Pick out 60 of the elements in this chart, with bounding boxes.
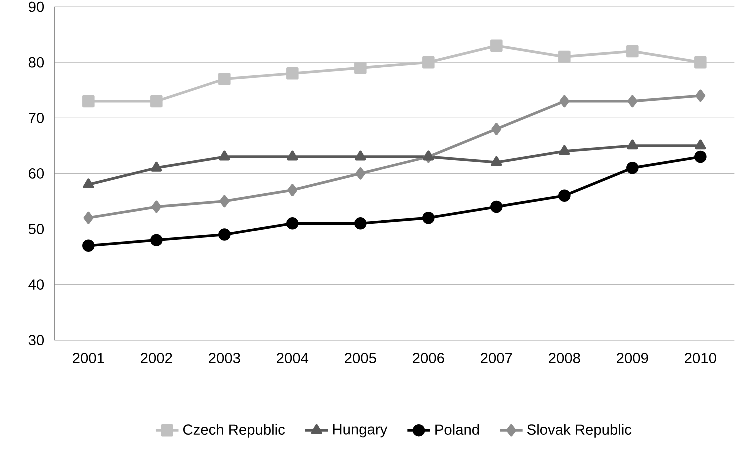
x-tick-label: 2010	[685, 353, 716, 364]
point	[354, 62, 367, 74]
point	[695, 140, 706, 150]
y-tick-label: 40	[28, 280, 44, 290]
point	[626, 45, 639, 58]
x-tick-label: 2009	[617, 353, 648, 364]
x-tick-label: 2008	[549, 353, 580, 364]
point	[150, 234, 163, 246]
point	[628, 95, 638, 108]
point	[287, 150, 298, 161]
point	[218, 73, 231, 86]
point	[354, 218, 367, 230]
x-tick-label: 2006	[413, 353, 444, 364]
point	[83, 178, 94, 189]
legend-label: Slovak Republic	[528, 424, 632, 438]
y-tick-label: 90	[29, 2, 44, 12]
point	[82, 95, 95, 108]
point	[694, 56, 707, 69]
x-tick-label: 2003	[209, 353, 240, 364]
y-tick-label: 60	[29, 168, 44, 179]
point	[696, 90, 706, 102]
x-tick-label: 2007	[481, 353, 512, 364]
legend-label: Hungary	[333, 424, 388, 438]
x-tick-label: 2004	[277, 353, 309, 364]
y-tick-label: 30	[28, 335, 44, 346]
point	[220, 195, 230, 208]
point	[626, 162, 639, 174]
x-tick-label: 2001	[73, 353, 104, 364]
point	[218, 228, 231, 241]
y-tick-label: 50	[28, 224, 44, 234]
point	[150, 95, 163, 108]
point	[491, 156, 502, 166]
point	[490, 40, 503, 52]
point	[492, 123, 502, 136]
point	[422, 212, 435, 224]
point	[558, 190, 571, 202]
point	[356, 168, 366, 180]
point	[288, 184, 298, 196]
point	[627, 140, 638, 150]
point	[84, 212, 94, 224]
legend-label: Poland	[436, 424, 480, 436]
legend-label: Czech Republic	[183, 424, 286, 438]
point	[559, 145, 570, 156]
point	[219, 150, 230, 161]
point	[151, 162, 162, 172]
point	[152, 200, 162, 214]
point	[560, 95, 570, 108]
point	[694, 150, 707, 164]
x-tick-label: 2002	[141, 353, 172, 364]
point	[82, 240, 95, 252]
point	[422, 56, 435, 69]
point	[423, 150, 434, 161]
y-tick-label: 80	[28, 57, 44, 68]
y-tick-label: 70	[29, 112, 44, 124]
point	[355, 150, 366, 161]
point	[558, 50, 571, 64]
point	[286, 218, 299, 230]
x-tick-label: 2005	[345, 353, 376, 364]
point	[286, 68, 299, 80]
point	[490, 200, 503, 214]
